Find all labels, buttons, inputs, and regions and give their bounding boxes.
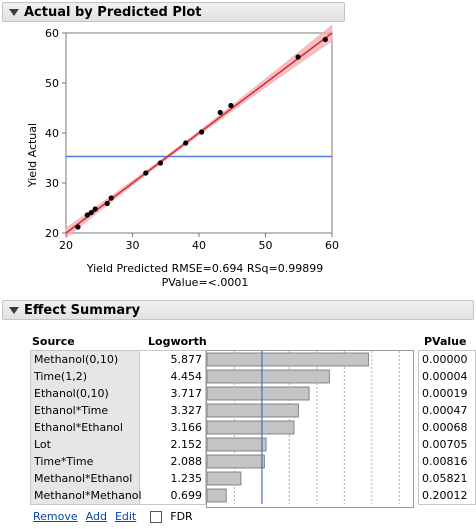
effect-summary-footer: Remove Add Edit FDR [33, 510, 193, 523]
source-cell[interactable]: Methanol(0,10) [34, 353, 119, 366]
y-tick-label: 20 [45, 227, 59, 240]
plot-caption-pvalue: PValue=<.0001 [161, 276, 249, 289]
confidence-band [65, 24, 333, 239]
x-tick-label: 50 [259, 239, 273, 252]
y-tick-label: 50 [45, 77, 59, 90]
data-point [183, 140, 189, 146]
source-cell[interactable]: Methanol*Methanol [34, 489, 142, 502]
logworth-bar [206, 386, 310, 401]
logworth-bar-chart [206, 351, 400, 504]
logworth-bar [206, 471, 242, 486]
y-axis-label: Yield Actual [26, 123, 39, 188]
plot-section-title: Actual by Predicted Plot [24, 4, 202, 20]
logworth-cell: 3.327 [170, 404, 203, 417]
data-point [143, 170, 149, 176]
disclosure-icon[interactable] [9, 306, 19, 314]
source-cell[interactable]: Time*Time [34, 455, 94, 468]
y-tick-label: 30 [45, 177, 59, 190]
x-tick-label: 20 [59, 239, 73, 252]
add-link[interactable]: Add [85, 510, 107, 523]
data-point [75, 224, 81, 230]
x-tick-label: 30 [126, 239, 140, 252]
data-point [228, 102, 234, 109]
logworth-bar [206, 352, 369, 367]
pvalue-cell: 0.00004 [422, 370, 468, 383]
logworth-bar [206, 454, 265, 469]
effect-summary-header[interactable]: Effect Summary [2, 300, 474, 320]
pvalue-cell: 0.00000 [422, 353, 468, 366]
pvalue-cell: 0.00047 [422, 404, 468, 417]
pvalue-cell: 0.00019 [422, 387, 468, 400]
logworth-cell: 1.235 [170, 472, 203, 485]
x-tick-label: 60 [325, 239, 339, 252]
edit-link[interactable]: Edit [114, 510, 137, 523]
logworth-cell: 3.717 [170, 387, 203, 400]
data-point [84, 212, 90, 218]
data-point [217, 109, 223, 116]
logworth-bar [206, 403, 299, 418]
header-pvalue: PValue [424, 335, 467, 348]
data-point [92, 206, 98, 212]
logworth-cell: 3.166 [170, 421, 203, 434]
pvalue-cell: 0.00816 [422, 455, 468, 468]
source-cell[interactable]: Ethanol*Ethanol [34, 421, 123, 434]
y-tick-label: 60 [45, 27, 59, 40]
header-logworth: Logworth [148, 335, 207, 348]
y-tick-label: 40 [45, 127, 59, 140]
logworth-cell: 4.454 [170, 370, 203, 383]
data-point [88, 209, 94, 216]
logworth-bar [206, 437, 267, 452]
logworth-bar-column [206, 350, 414, 508]
source-cell[interactable]: Methanol*Ethanol [34, 472, 133, 485]
fdr-label: FDR [170, 510, 193, 523]
pvalue-cell: 0.05821 [422, 472, 468, 485]
logworth-column: 5.877 4.454 3.717 3.327 3.166 2.152 2.088 1.235… [140, 350, 206, 505]
pvalue-cell: 0.20012 [422, 489, 468, 502]
header-source: Source [32, 335, 75, 348]
data-point [295, 54, 301, 60]
source-cell[interactable]: Ethanol*Time [34, 404, 109, 417]
effect-summary-title: Effect Summary [24, 302, 141, 318]
data-point [199, 129, 205, 135]
logworth-cell: 2.088 [170, 455, 203, 468]
remove-link[interactable]: Remove [33, 510, 78, 523]
fdr-checkbox[interactable] [150, 510, 163, 523]
disclosure-icon[interactable] [9, 8, 19, 16]
logworth-bar [206, 369, 330, 384]
data-point [104, 200, 110, 207]
logworth-cell: 5.877 [170, 353, 203, 366]
plot-section-header[interactable]: Actual by Predicted Plot [2, 2, 345, 22]
pvalue-cell: 0.00068 [422, 421, 468, 434]
x-tick-label: 40 [192, 239, 206, 252]
pvalue-cell: 0.00705 [422, 438, 468, 451]
source-cell[interactable]: Lot [34, 438, 51, 451]
logworth-bar [206, 420, 295, 435]
source-column: Methanol(0,10) Time(1,2) Ethanol(0,10) Etha… [30, 350, 142, 505]
data-point [322, 36, 328, 43]
logworth-cell: 0.699 [170, 489, 203, 502]
logworth-bar [206, 488, 227, 503]
actual-by-predicted-plot: Yield Actual 20 30 40 50 60 20 30 40 50 60 [26, 24, 339, 252]
logworth-cell: 2.152 [170, 438, 203, 451]
pvalue-column: 0.00000 0.00004 0.00019 0.00047 0.00068 0.007… [418, 350, 476, 505]
source-cell[interactable]: Time(1,2) [34, 370, 87, 383]
source-cell[interactable]: Ethanol(0,10) [34, 387, 109, 400]
data-point [108, 195, 114, 201]
data-point [157, 160, 164, 166]
plot-caption-stats: Yield Predicted RMSE=0.694 RSq=0.99899 [86, 262, 324, 275]
